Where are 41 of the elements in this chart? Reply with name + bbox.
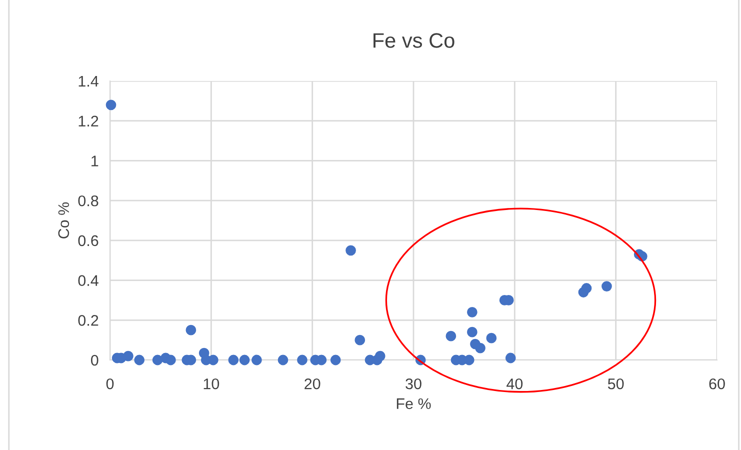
point	[374, 350, 386, 362]
y-tick-label: 0.4	[78, 275, 98, 286]
y-tick-label: 1.4	[78, 76, 98, 87]
point	[486, 332, 497, 344]
point	[239, 354, 250, 366]
point	[123, 350, 134, 362]
point	[251, 354, 262, 366]
y-tick-label: 1.2	[78, 116, 98, 126]
chart-title: Fe vs Co	[374, 33, 454, 48]
point	[297, 354, 308, 366]
x-tick-label: 60	[709, 378, 725, 390]
x-tick-label: 10	[204, 378, 220, 390]
y-tick-label: 0.8	[78, 195, 98, 206]
point	[134, 354, 145, 366]
point	[602, 281, 612, 292]
y-tick-label: 1	[92, 156, 98, 166]
x-tick-label: 0	[106, 378, 114, 390]
point	[278, 354, 288, 366]
x-axis-title: Fe %	[396, 398, 431, 410]
point	[330, 354, 341, 366]
point	[186, 324, 196, 336]
point	[446, 330, 456, 342]
y-tick-label: 0	[90, 354, 98, 366]
point	[354, 334, 366, 346]
x-tick-label: 50	[608, 378, 624, 390]
y-tick-label: 0.6	[78, 235, 98, 246]
y-axis-title: Co %	[58, 202, 70, 238]
point	[466, 306, 478, 318]
x-tick-label: 30	[406, 378, 422, 390]
x-tick-label: 40	[506, 378, 523, 390]
y-tick-label: 0.2	[78, 315, 98, 326]
point	[475, 342, 486, 354]
point	[505, 352, 516, 364]
point	[466, 326, 478, 338]
x-tick-label: 20	[304, 378, 320, 390]
point	[581, 283, 592, 294]
point	[346, 245, 356, 256]
point	[166, 354, 176, 366]
point	[152, 354, 163, 366]
point	[228, 354, 239, 366]
point	[106, 100, 116, 110]
